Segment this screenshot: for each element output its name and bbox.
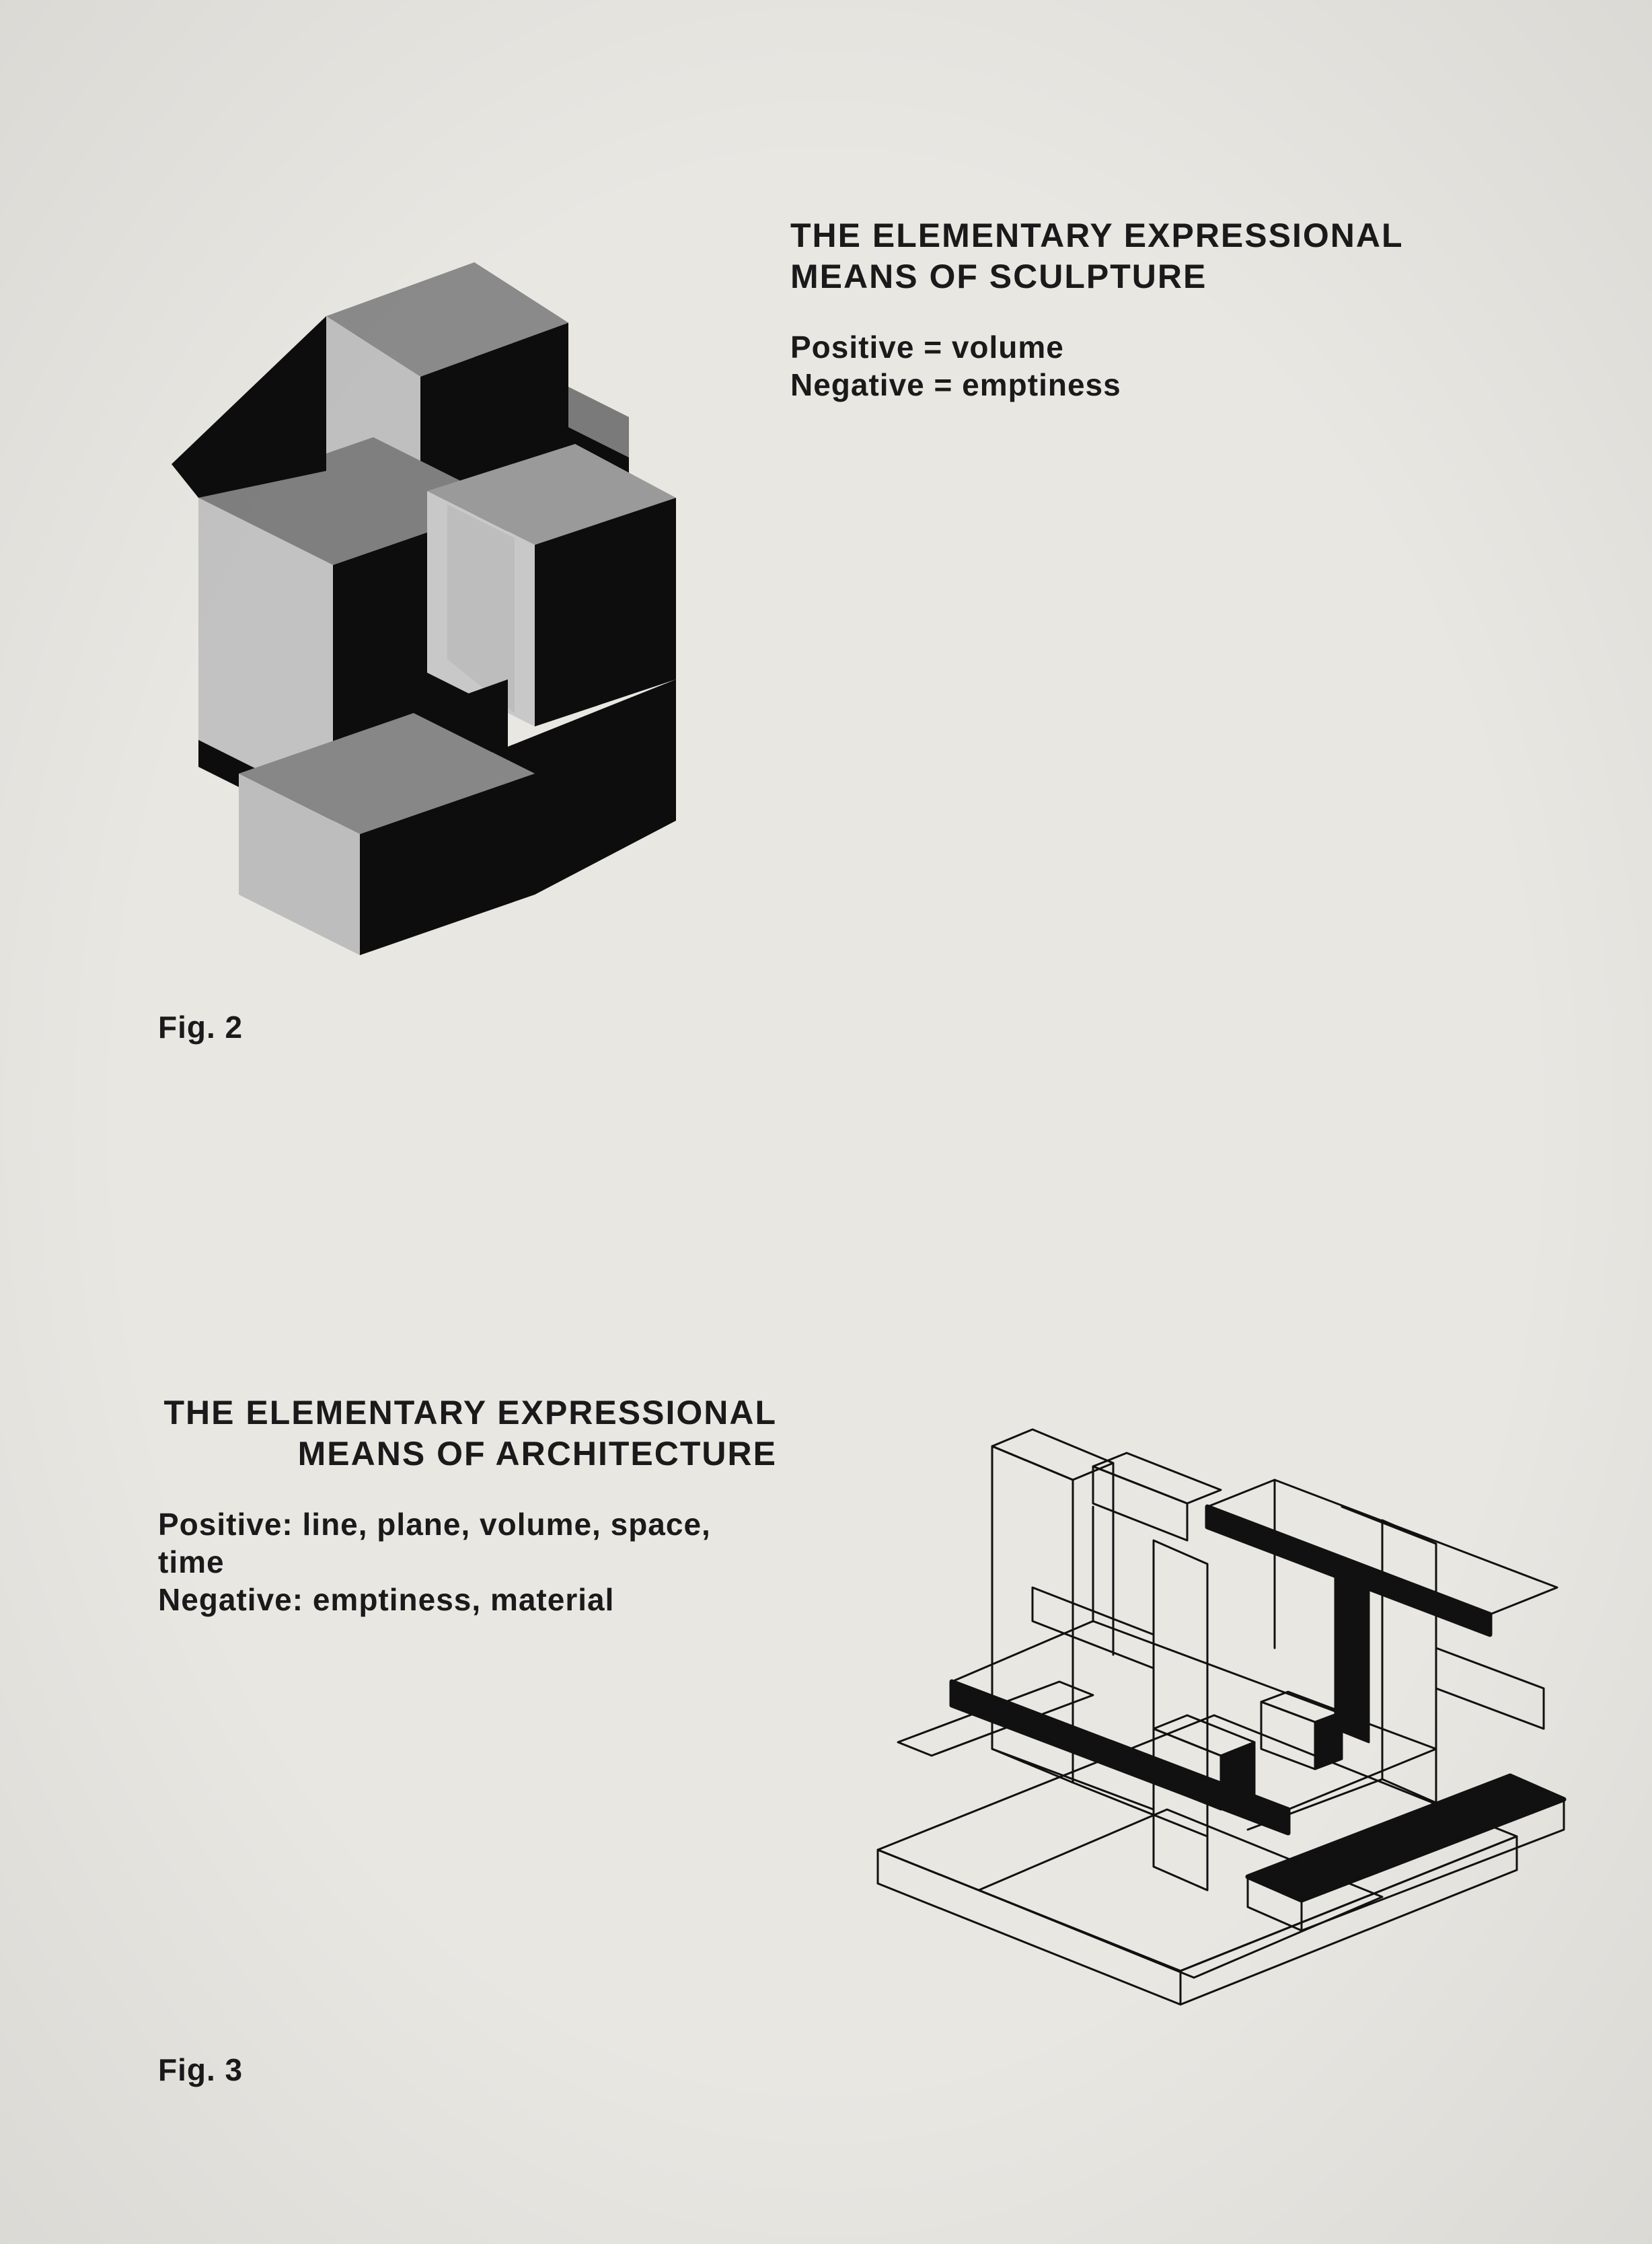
section-2-body-line2: time: [158, 1544, 225, 1579]
section-2-heading: THE ELEMENTARY EXPRESSIONAL MEANS OF ARC…: [158, 1392, 804, 1474]
section-1-heading-line2: MEANS OF SCULPTURE: [790, 258, 1207, 295]
figure-2-caption-text: Fig. 2: [158, 1010, 243, 1045]
section-2-body: Positive: line, plane, volume, space, ti…: [158, 1505, 804, 1618]
figure-3-caption-text: Fig. 3: [158, 2052, 243, 2087]
section-1-heading-line1: THE ELEMENTARY EXPRESSIONAL: [790, 217, 1404, 254]
section-2-heading-line1: THE ELEMENTARY EXPRESSIONAL: [163, 1394, 777, 1431]
figure-2-caption: Fig. 2: [158, 1009, 243, 1045]
page: Fig. 2 THE ELEMENTARY EXPRESSIONAL MEANS…: [0, 0, 1652, 2244]
figure-3-caption: Fig. 3: [158, 2052, 243, 2088]
figure-2-illustration: [158, 215, 710, 969]
section-1-heading: THE ELEMENTARY EXPRESSIONAL MEANS OF SCU…: [790, 215, 1463, 297]
section-2-heading-line2: MEANS OF ARCHITECTURE: [298, 1435, 777, 1472]
section-1-body-line1: Positive = volume: [790, 330, 1064, 365]
figure-3-illustration: [777, 1366, 1584, 2038]
section-1-text: THE ELEMENTARY EXPRESSIONAL MEANS OF SCU…: [790, 215, 1463, 435]
section-2-text: THE ELEMENTARY EXPRESSIONAL MEANS OF ARC…: [158, 1392, 804, 1649]
planes-icon: [777, 1366, 1584, 2038]
section-2-body-line3: Negative: emptiness, material: [158, 1582, 614, 1617]
section-1-body: Positive = volume Negative = emptiness: [790, 328, 1463, 404]
section-2-body-line1: Positive: line, plane, volume, space,: [158, 1507, 711, 1542]
cubes-icon: [158, 215, 710, 969]
section-1-body-line2: Negative = emptiness: [790, 367, 1121, 402]
